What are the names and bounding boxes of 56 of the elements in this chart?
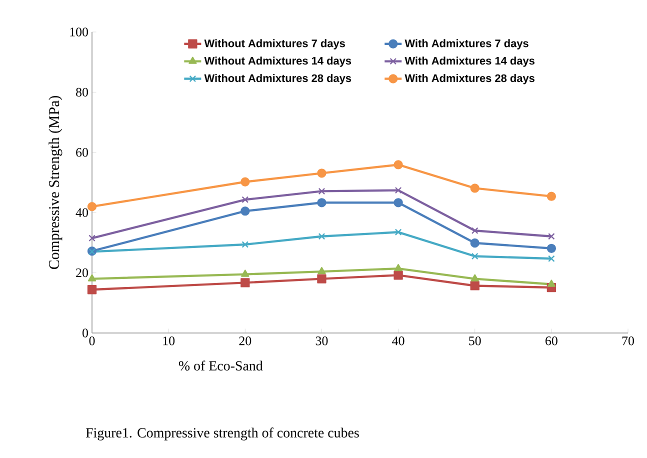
point bbox=[317, 274, 326, 284]
point bbox=[87, 202, 97, 212]
y-tick-label: 60 bbox=[76, 148, 88, 157]
point bbox=[394, 198, 403, 208]
legend-label: Without Admixtures 7 days bbox=[204, 39, 345, 50]
x-tick-label: 40 bbox=[392, 336, 404, 346]
point bbox=[546, 192, 556, 201]
caption: Figure1. Compressive strength of concrete cubes bbox=[86, 428, 359, 440]
x-tick-label: 0 bbox=[89, 336, 95, 346]
point bbox=[240, 278, 250, 288]
y-tick-label: 0 bbox=[82, 328, 88, 338]
x-tick-label: 30 bbox=[316, 336, 328, 346]
y-tick-label: 100 bbox=[70, 28, 88, 36]
point bbox=[242, 241, 249, 248]
point bbox=[318, 188, 326, 195]
point bbox=[318, 232, 326, 240]
x-tick-label: 50 bbox=[469, 336, 481, 346]
point bbox=[394, 160, 403, 170]
legend-label: With Admixtures 7 days bbox=[404, 39, 528, 50]
legend-label: Without Admixtures 14 days bbox=[204, 56, 352, 67]
point bbox=[242, 196, 249, 204]
legend-label: Without Admixtures 28 days bbox=[204, 74, 352, 84]
point bbox=[317, 198, 326, 208]
point bbox=[548, 232, 555, 240]
x-tick-label: 20 bbox=[239, 336, 252, 346]
point bbox=[546, 244, 556, 253]
legend-label: With Admixtures 28 days bbox=[404, 74, 534, 84]
y-tick-label: 80 bbox=[76, 88, 88, 97]
x-tick-label: 60 bbox=[546, 336, 558, 346]
y-axis-title: Compressive Strength (MPa) bbox=[48, 96, 62, 270]
x-tick-label: 70 bbox=[622, 336, 634, 346]
point bbox=[240, 177, 250, 186]
point bbox=[240, 206, 250, 216]
point bbox=[394, 228, 402, 236]
point bbox=[470, 238, 480, 248]
point bbox=[394, 270, 403, 280]
legend-label: With Admixtures 14 days bbox=[404, 56, 534, 67]
x-axis-title: % of Eco-Sand bbox=[178, 360, 263, 371]
point bbox=[470, 281, 480, 290]
point bbox=[394, 264, 402, 272]
y-tick-label: 20 bbox=[76, 268, 88, 278]
point bbox=[87, 285, 97, 294]
point bbox=[88, 234, 96, 242]
point bbox=[471, 227, 478, 234]
point bbox=[547, 280, 556, 287]
point bbox=[317, 168, 326, 178]
point bbox=[548, 255, 555, 262]
point bbox=[470, 184, 480, 193]
point bbox=[471, 252, 478, 260]
point bbox=[394, 186, 402, 194]
point bbox=[88, 274, 96, 282]
y-tick-label: 40 bbox=[76, 208, 88, 217]
point bbox=[470, 274, 479, 282]
x-tick-label: 10 bbox=[163, 336, 175, 346]
point bbox=[318, 266, 326, 274]
point bbox=[241, 270, 250, 277]
